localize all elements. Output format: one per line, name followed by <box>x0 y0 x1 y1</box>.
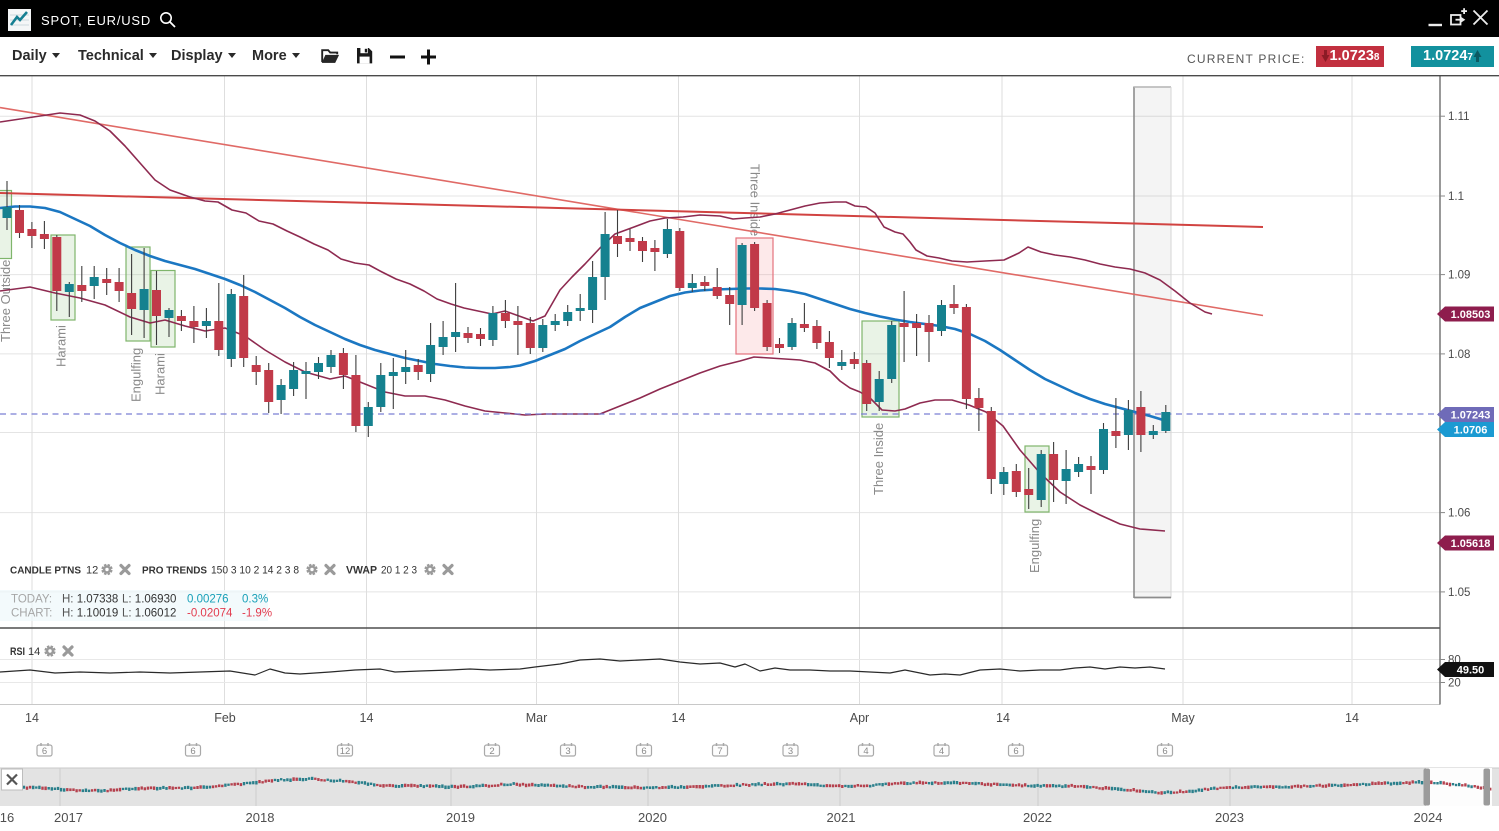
svg-text:Harami: Harami <box>153 353 168 395</box>
svg-text:L: 1.06930: L: 1.06930 <box>122 594 176 606</box>
svg-text:CHART:: CHART: <box>11 608 52 620</box>
svg-text:1.07243: 1.07243 <box>1451 409 1491 421</box>
svg-text:Feb: Feb <box>214 711 236 725</box>
svg-text:Apr: Apr <box>850 711 869 725</box>
svg-text:1.05: 1.05 <box>1448 587 1470 599</box>
svg-text:VWAP: VWAP <box>346 565 377 577</box>
svg-text:12: 12 <box>340 746 351 757</box>
svg-text:6: 6 <box>1013 746 1018 757</box>
svg-text:3: 3 <box>565 746 570 757</box>
svg-text:0.3%: 0.3% <box>242 594 268 606</box>
svg-text:May: May <box>1171 711 1195 725</box>
svg-text:2019: 2019 <box>446 810 475 825</box>
svg-text:Three Outside: Three Outside <box>0 260 13 342</box>
svg-text:2023: 2023 <box>1215 810 1244 825</box>
svg-text:4: 4 <box>939 746 944 757</box>
svg-text:6: 6 <box>190 746 195 757</box>
svg-text:14: 14 <box>25 711 39 725</box>
svg-text:Harami: Harami <box>54 325 69 367</box>
svg-text:2024: 2024 <box>1414 810 1443 825</box>
svg-text:RSI: RSI <box>10 646 25 658</box>
svg-text:14: 14 <box>996 711 1010 725</box>
svg-text:3: 3 <box>788 746 793 757</box>
svg-text:Engulfing: Engulfing <box>1027 519 1042 573</box>
svg-text:H: 1.10019: H: 1.10019 <box>62 608 118 620</box>
svg-text:0.00276: 0.00276 <box>187 594 229 606</box>
svg-text:6: 6 <box>1162 746 1167 757</box>
svg-text:14: 14 <box>1345 711 1359 725</box>
svg-text:150 3 10 2 14 2 3 8: 150 3 10 2 14 2 3 8 <box>211 565 299 577</box>
svg-text:14: 14 <box>28 646 40 658</box>
svg-text:1.0706: 1.0706 <box>1454 424 1488 436</box>
svg-text:2017: 2017 <box>54 810 83 825</box>
svg-text:PRO TRENDS: PRO TRENDS <box>142 565 207 577</box>
svg-text:Three Inside: Three Inside <box>871 423 886 495</box>
svg-text:1.08: 1.08 <box>1448 349 1470 361</box>
svg-text:6: 6 <box>641 746 646 757</box>
svg-text:20: 20 <box>1448 678 1461 690</box>
svg-text:2022: 2022 <box>1023 810 1052 825</box>
svg-text:Mar: Mar <box>526 711 548 725</box>
svg-text:H: 1.07338: H: 1.07338 <box>62 594 118 606</box>
svg-text:L: 1.06012: L: 1.06012 <box>122 608 176 620</box>
svg-text:7: 7 <box>717 746 722 757</box>
svg-text:2021: 2021 <box>827 810 856 825</box>
svg-text:1.11: 1.11 <box>1448 111 1470 123</box>
svg-text:Engulfing: Engulfing <box>129 348 144 402</box>
svg-text:TODAY:: TODAY: <box>11 594 52 606</box>
svg-text:20 1 2 3: 20 1 2 3 <box>381 565 417 577</box>
svg-text:1.06: 1.06 <box>1448 508 1470 520</box>
svg-text:16: 16 <box>0 810 14 825</box>
svg-text:-0.02074: -0.02074 <box>187 608 233 620</box>
svg-text:2: 2 <box>489 746 494 757</box>
svg-text:1.08503: 1.08503 <box>1451 309 1491 321</box>
svg-text:-1.9%: -1.9% <box>242 608 272 620</box>
svg-text:1.1: 1.1 <box>1448 191 1464 203</box>
svg-text:4: 4 <box>863 746 868 757</box>
svg-text:Three Inside: Three Inside <box>748 164 763 236</box>
svg-text:6: 6 <box>42 746 47 757</box>
svg-text:1.05618: 1.05618 <box>1451 538 1491 550</box>
svg-text:2018: 2018 <box>246 810 275 825</box>
svg-text:1.09: 1.09 <box>1448 270 1470 282</box>
svg-text:CANDLE PTNS: CANDLE PTNS <box>10 565 81 577</box>
svg-text:49.50: 49.50 <box>1457 664 1485 676</box>
svg-text:14: 14 <box>360 711 374 725</box>
svg-text:12: 12 <box>86 565 98 577</box>
svg-text:2020: 2020 <box>638 810 667 825</box>
svg-text:14: 14 <box>672 711 686 725</box>
